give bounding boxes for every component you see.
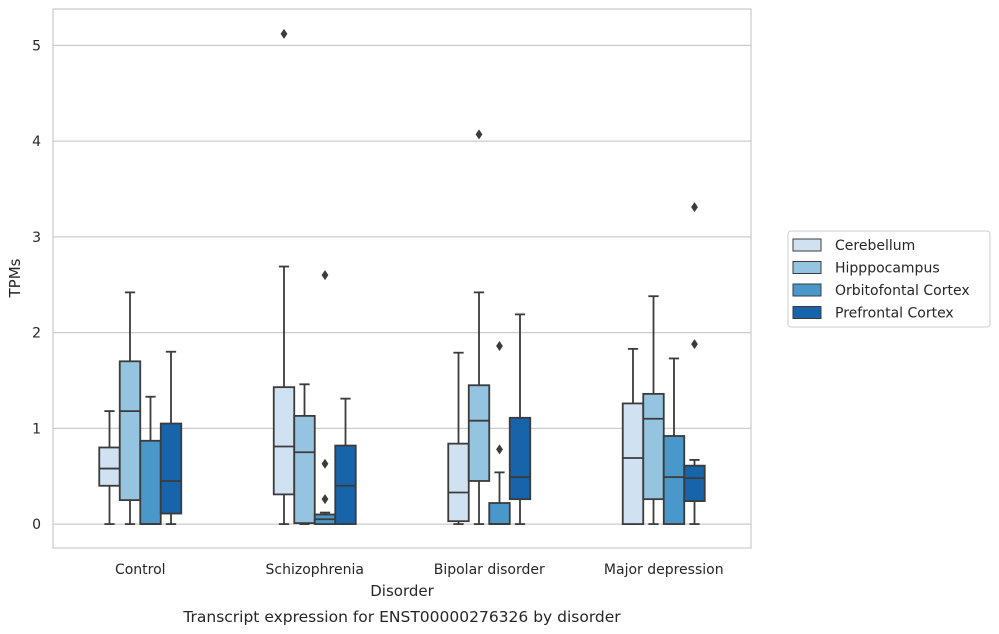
y-tick-label: 1 bbox=[32, 421, 41, 437]
box-body bbox=[467, 384, 491, 482]
y-tick-label: 5 bbox=[32, 38, 41, 54]
legend-label: Cerebellum bbox=[835, 238, 915, 254]
x-tick-label: Major depression bbox=[604, 562, 724, 578]
box-body bbox=[621, 402, 645, 525]
box-body bbox=[642, 392, 665, 501]
y-tick-labels: 0 1 2 3 4 5 bbox=[32, 38, 41, 533]
outlier-point bbox=[321, 494, 329, 505]
y-tick-label: 2 bbox=[32, 326, 41, 342]
outlier-point bbox=[496, 340, 503, 351]
box bbox=[118, 291, 142, 525]
box bbox=[313, 270, 337, 525]
box-body bbox=[118, 360, 142, 502]
box bbox=[272, 28, 296, 525]
outlier-point bbox=[496, 444, 503, 455]
x-tick-labels: Control Schizophrenia Bipolar disorder Majo… bbox=[115, 562, 724, 578]
box-body bbox=[447, 442, 470, 523]
box-series bbox=[98, 28, 706, 525]
box-body bbox=[662, 435, 686, 525]
box-body bbox=[508, 416, 532, 501]
box bbox=[447, 351, 470, 525]
x-axis-label: Disorder bbox=[370, 582, 434, 600]
box-body bbox=[334, 444, 357, 525]
y-tick-label: 4 bbox=[32, 134, 41, 150]
box bbox=[139, 395, 162, 525]
box-body bbox=[293, 414, 316, 525]
legend-label: Hipppocampus bbox=[835, 261, 940, 277]
box bbox=[508, 313, 532, 525]
box bbox=[488, 340, 511, 525]
plot-frame bbox=[52, 8, 752, 549]
box-body bbox=[272, 386, 296, 496]
box-body bbox=[98, 446, 121, 487]
box bbox=[621, 347, 645, 525]
legend-swatch bbox=[792, 283, 822, 297]
outlier-point bbox=[691, 202, 698, 213]
box bbox=[159, 350, 183, 525]
outlier-point bbox=[475, 129, 483, 140]
box bbox=[467, 129, 491, 525]
outlier-point bbox=[280, 28, 288, 39]
box bbox=[642, 295, 665, 525]
x-tick-label: Schizophrenia bbox=[266, 562, 364, 578]
outlier-point bbox=[321, 458, 329, 469]
legend: Cerebellum Hipppocampus Orbitofontal Corte… bbox=[787, 230, 991, 328]
y-tick-label: 0 bbox=[32, 517, 41, 533]
outlier-point bbox=[321, 270, 329, 281]
box bbox=[293, 383, 316, 525]
y-tick-label: 3 bbox=[32, 230, 41, 246]
legend-label: Orbitofontal Cortex bbox=[835, 283, 970, 299]
chart-caption: Transcript expression for ENST0000027632… bbox=[182, 608, 621, 626]
legend-swatch bbox=[792, 261, 822, 274]
legend-label: Prefrontal Cortex bbox=[835, 306, 954, 322]
box-body bbox=[488, 502, 511, 525]
box bbox=[683, 202, 706, 525]
legend-swatch bbox=[792, 306, 822, 319]
box-body bbox=[139, 439, 162, 525]
box bbox=[662, 357, 686, 525]
legend-swatch bbox=[792, 238, 822, 252]
x-tick-label: Bipolar disorder bbox=[434, 562, 545, 578]
legend-frame bbox=[787, 230, 991, 328]
box-body bbox=[159, 422, 183, 515]
y-axis-label: TPMs bbox=[6, 258, 24, 298]
outlier-point bbox=[691, 339, 698, 350]
box bbox=[334, 397, 357, 525]
x-tick-label: Control bbox=[115, 562, 166, 578]
box-body bbox=[683, 464, 706, 502]
